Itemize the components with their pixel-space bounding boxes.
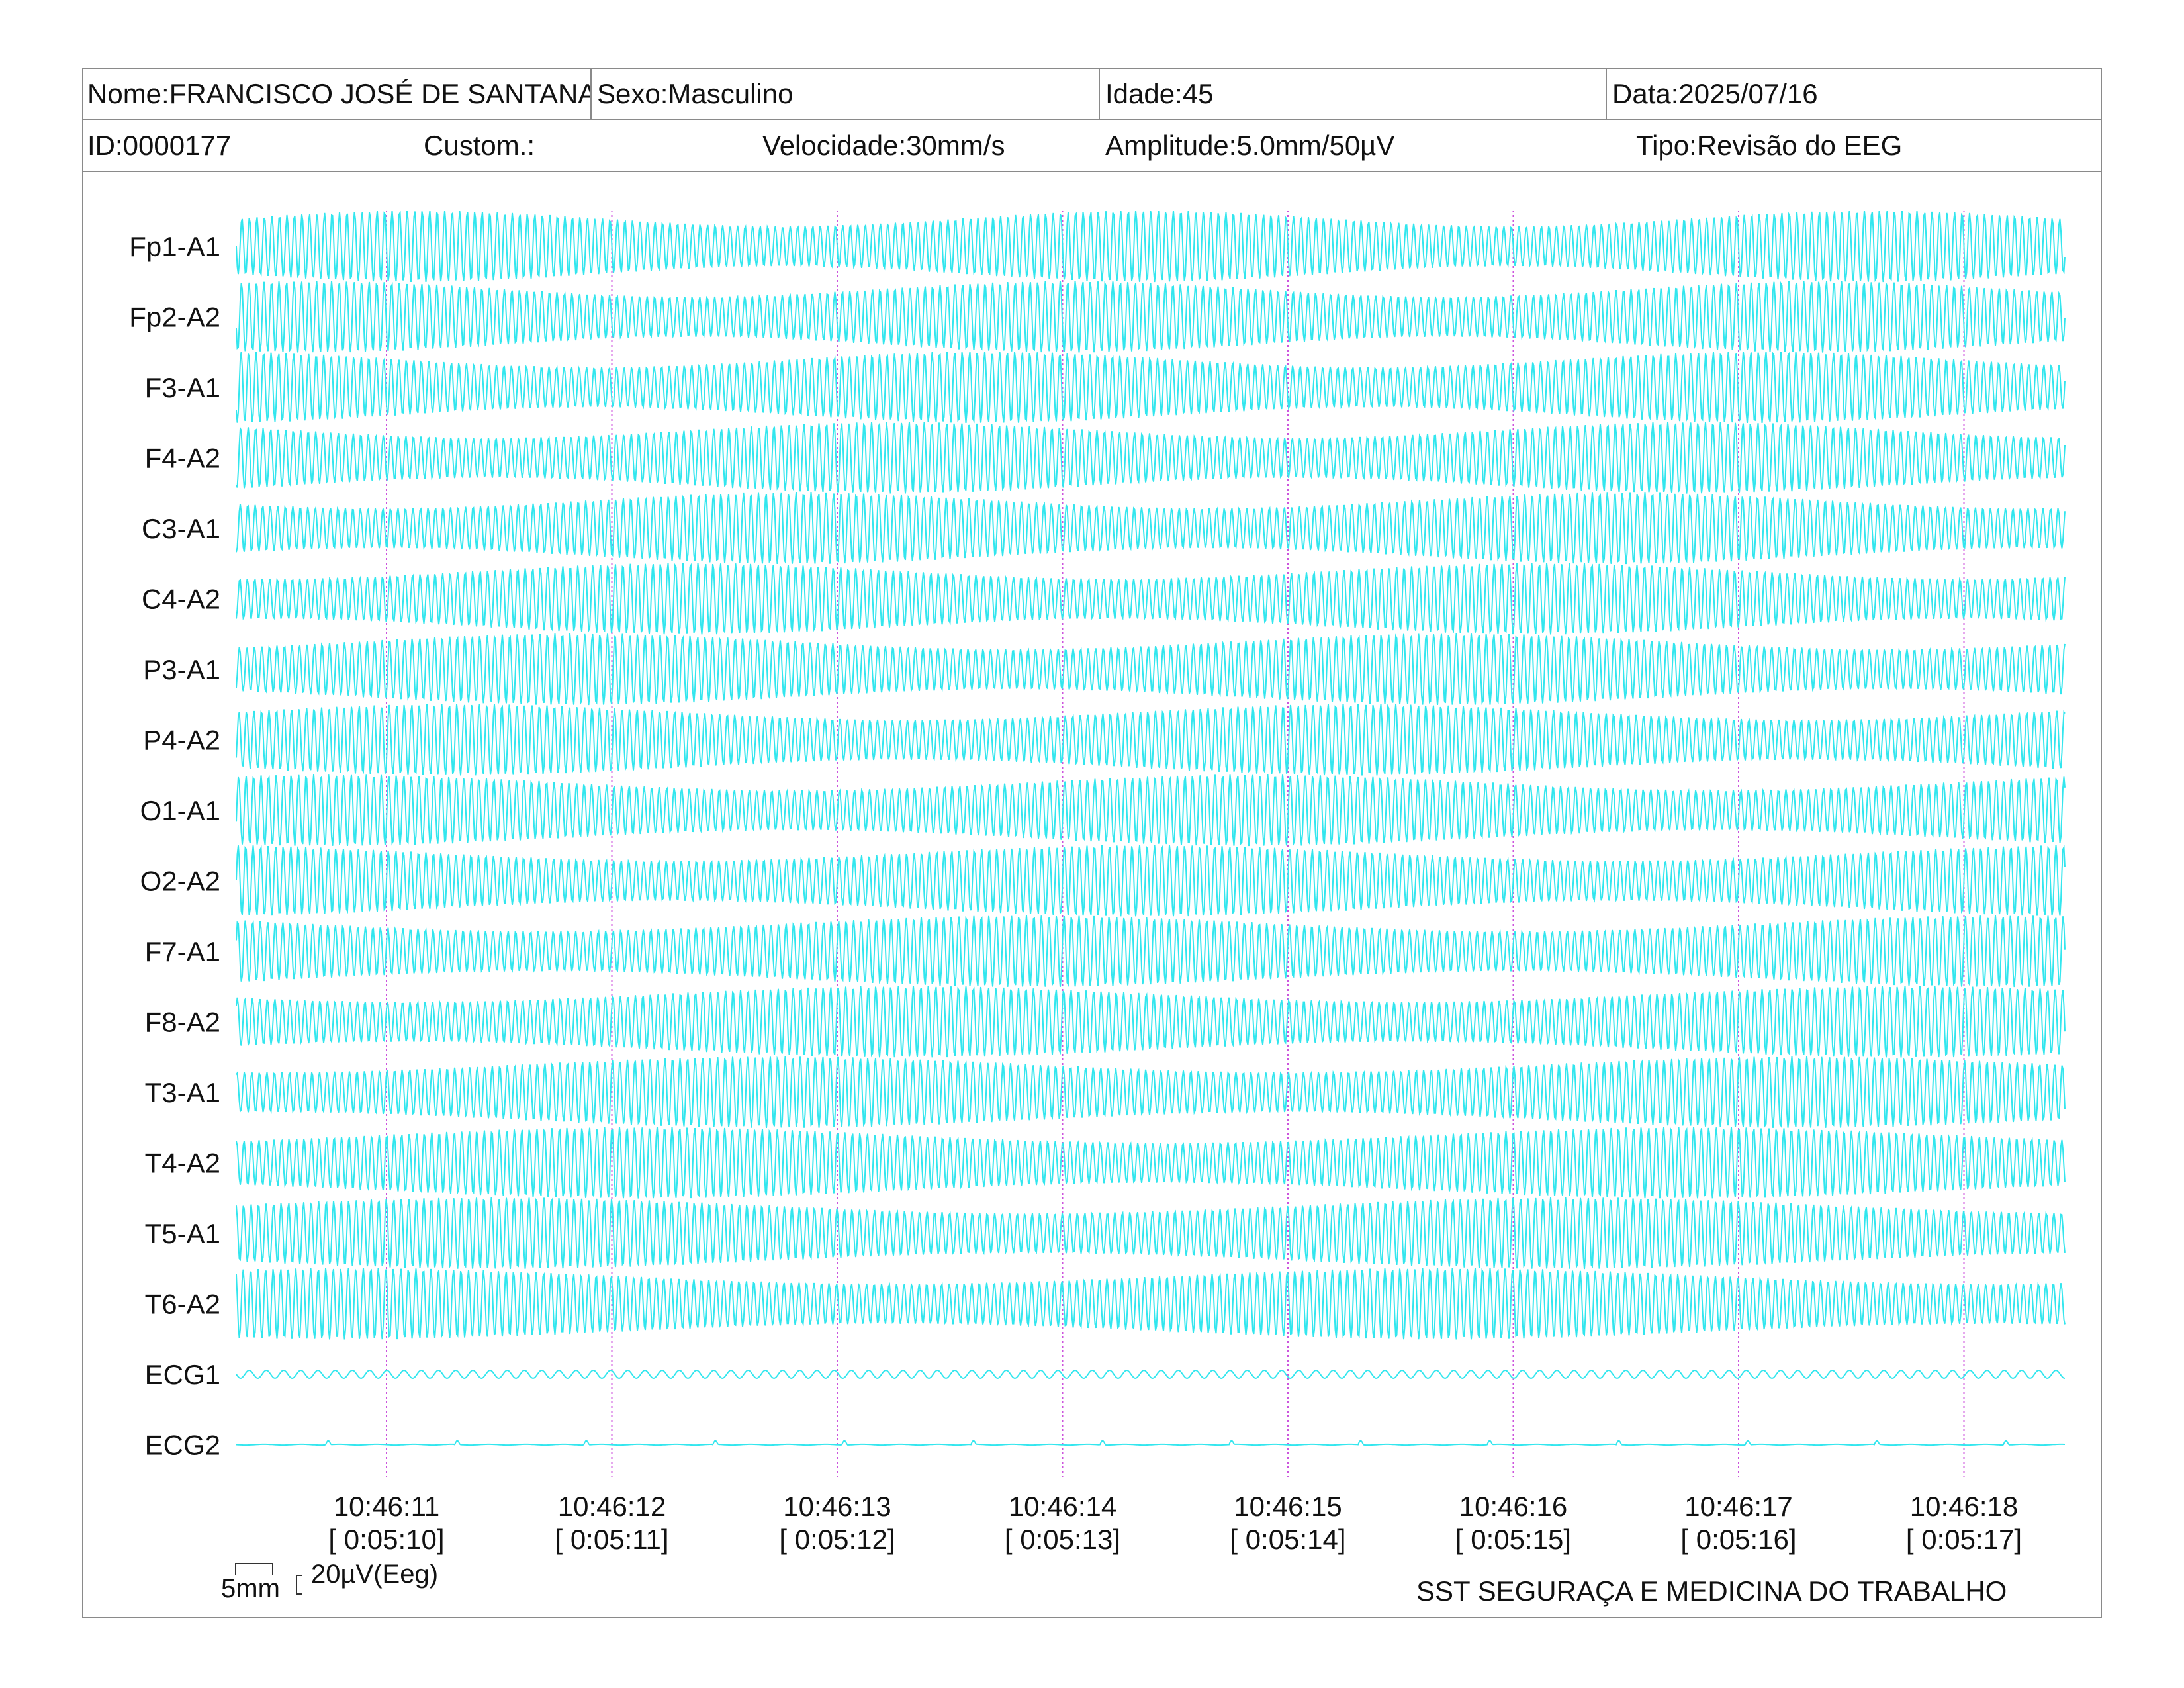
patient-id: ID:0000177 [87, 130, 232, 161]
time-elapsed-label: [ 0:05:17] [1906, 1524, 2022, 1555]
channel-label: T6-A2 [145, 1289, 220, 1320]
channel-trace [236, 1268, 2066, 1340]
channel-label: O2-A2 [140, 866, 220, 897]
time-clock-label: 10:46:11 [334, 1491, 439, 1522]
channel-trace [236, 563, 2066, 635]
channel-label: ECG2 [145, 1430, 220, 1461]
time-elapsed-label: [ 0:05:11] [555, 1524, 668, 1555]
page-frame [82, 68, 2102, 1618]
channel-label: Fp1-A1 [129, 231, 220, 262]
time-clock-label: 10:46:16 [1459, 1491, 1568, 1522]
channel-label: F3-A1 [145, 372, 220, 403]
exam-date: Data:2025/07/16 [1612, 78, 1818, 109]
channel-label: Fp2-A2 [129, 302, 220, 333]
amplitude: Amplitude:5.0mm/50µV [1105, 130, 1395, 161]
channel-trace [236, 1440, 2065, 1446]
time-elapsed-label: [ 0:05:14] [1230, 1524, 1345, 1555]
channel-label: P3-A1 [143, 654, 220, 685]
time-marker-lines [386, 211, 1965, 1479]
channel-trace [236, 1197, 2066, 1270]
time-elapsed-label: [ 0:05:16] [1680, 1524, 1796, 1555]
channel-label: ECG1 [145, 1359, 220, 1390]
header-row-2: ID:0000177 Custom.: Velocidade:30mm/s Am… [82, 120, 2102, 172]
channel-trace [236, 352, 2066, 424]
time-labels: 10:46:11[ 0:05:10] 10:46:12[ 0:05:11] 10:4… [328, 1491, 2022, 1555]
channel-trace [236, 492, 2066, 565]
time-clock-label: 10:46:12 [558, 1491, 666, 1522]
channel-trace [236, 774, 2066, 847]
channel-trace [236, 704, 2066, 776]
channel-trace [236, 1369, 2066, 1380]
channel-label: O1-A1 [140, 795, 220, 826]
channel-trace [236, 1127, 2066, 1199]
scale-bar-icon [235, 1563, 302, 1595]
scale-uv-label: 20µV(Eeg) [311, 1560, 439, 1589]
exam-type: Tipo:Revisão do EEG [1636, 130, 1903, 161]
eeg-traces [236, 210, 2066, 1446]
time-elapsed-label: [ 0:05:12] [779, 1524, 895, 1555]
header-row-1: Nome:FRANCISCO JOSÉ DE SANTANA Sexo:Masc… [82, 68, 2102, 120]
channel-trace [236, 986, 2066, 1058]
channel-trace [236, 210, 2066, 283]
time-clock-label: 10:46:13 [783, 1491, 891, 1522]
channel-label: F8-A2 [145, 1007, 220, 1038]
channel-labels: Fp1-A1 Fp2-A2 F3-A1 F4-A2 C3-A1 C4-A2 P3-A1 P4-… [129, 231, 220, 1461]
time-elapsed-label: [ 0:05:13] [1005, 1524, 1120, 1555]
time-elapsed-label: [ 0:05:10] [328, 1524, 444, 1555]
time-elapsed-label: [ 0:05:15] [1455, 1524, 1571, 1555]
channel-trace [236, 845, 2066, 917]
channel-trace [236, 633, 2066, 706]
time-clock-label: 10:46:14 [1009, 1491, 1117, 1522]
channel-label: T3-A1 [145, 1077, 220, 1108]
time-clock-label: 10:46:18 [1910, 1491, 2019, 1522]
scale-mm-label: 5mm [221, 1574, 280, 1603]
channel-label: F7-A1 [145, 936, 220, 967]
patient-age: Idade:45 [1100, 68, 1607, 119]
channel-label: F4-A2 [145, 443, 220, 474]
custom-field: Custom.: [424, 130, 535, 161]
footer-company: SST SEGURAÇA E MEDICINA DO TRABALHO [1416, 1575, 2007, 1607]
time-clock-label: 10:46:15 [1234, 1491, 1342, 1522]
channel-label: T5-A1 [145, 1218, 220, 1249]
channel-trace [236, 281, 2066, 353]
channel-label: C4-A2 [142, 584, 220, 615]
channel-trace [236, 1056, 2066, 1128]
channel-label: T4-A2 [145, 1148, 220, 1179]
channel-trace [236, 915, 2066, 988]
speed: Velocidade:30mm/s [762, 130, 1005, 161]
channel-label: C3-A1 [142, 513, 220, 544]
patient-sex: Sexo:Masculino [592, 68, 1100, 119]
channel-label: P4-A2 [143, 725, 220, 756]
patient-name: Nome:FRANCISCO JOSÉ DE SANTANA [82, 68, 592, 119]
channel-trace [236, 422, 2066, 494]
time-clock-label: 10:46:17 [1684, 1491, 1793, 1522]
